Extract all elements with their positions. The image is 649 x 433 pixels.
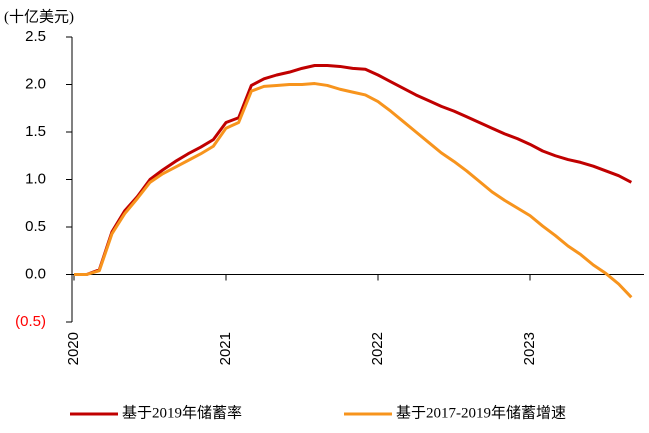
x-tick-label: 2021	[217, 332, 234, 365]
y-axis-label: (十亿美元)	[4, 8, 74, 25]
x-tick-label: 2022	[369, 332, 386, 365]
legend-label: 基于2017-2019年储蓄增速	[396, 404, 566, 421]
y-tick-label: 1.0	[25, 170, 46, 187]
x-tick-label: 2023	[521, 332, 538, 365]
y-tick-label: 1.5	[25, 123, 46, 140]
x-tick-label: 2020	[65, 332, 82, 365]
y-tick-label: 2.5	[25, 28, 46, 45]
line-series	[74, 64, 633, 276]
y-tick-label: 0.0	[25, 265, 46, 282]
line-series	[74, 82, 633, 299]
y-tick-label: (0.5)	[15, 313, 46, 330]
y-tick-label: 0.5	[25, 218, 46, 235]
legend-label: 基于2019年储蓄率	[122, 404, 242, 421]
y-tick-label: 2.0	[25, 75, 46, 92]
